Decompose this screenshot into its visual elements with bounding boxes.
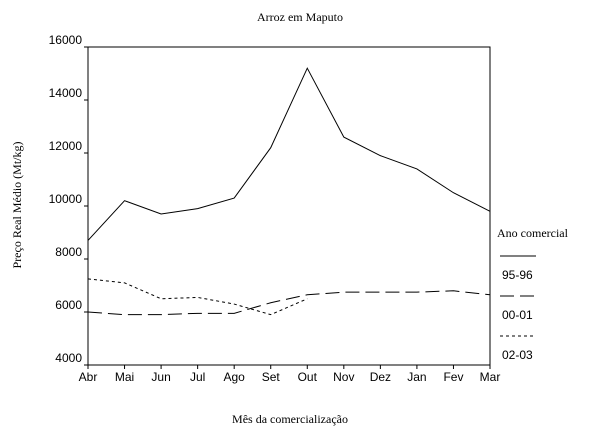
- plot-frame: [87, 46, 491, 366]
- x-tick-label: Ago: [224, 370, 246, 384]
- y-tick-label: 10000: [49, 192, 83, 206]
- y-tick-label: 8000: [55, 245, 82, 259]
- x-tick-label: Mar: [480, 370, 501, 384]
- x-tick-label: Jun: [151, 370, 170, 384]
- legend-label: 00-01: [502, 308, 533, 322]
- x-tick-label: Dez: [370, 370, 391, 384]
- y-tick-label: 12000: [49, 139, 83, 153]
- y-tick-label: 14000: [49, 86, 83, 100]
- y-tick-label: 6000: [55, 298, 82, 312]
- legend-label: 02-03: [502, 348, 533, 362]
- y-tick-label: 4000: [55, 351, 82, 365]
- y-axis-label: Preço Real Médio (Mt/kg): [10, 142, 24, 269]
- x-tick-label: Jul: [190, 370, 205, 384]
- x-tick-label: Fev: [443, 370, 463, 384]
- series-line: [87, 67, 491, 241]
- x-tick-label: Set: [262, 370, 281, 384]
- x-tick-label: Jan: [407, 370, 426, 384]
- x-tick-label: Nov: [333, 370, 354, 384]
- series-line: [87, 290, 491, 316]
- x-tick-label: Mai: [115, 370, 134, 384]
- y-tick-label: 16000: [49, 33, 83, 47]
- x-tick-label: Out: [298, 370, 318, 384]
- legend-title: Ano comercial: [497, 226, 569, 240]
- x-axis-label: Mês da comercialização: [232, 412, 348, 426]
- x-tick-label: Abr: [79, 370, 98, 384]
- legend-label: 95-96: [502, 268, 533, 282]
- series-line: [87, 278, 308, 316]
- chart-title: Arroz em Maputo: [257, 10, 343, 24]
